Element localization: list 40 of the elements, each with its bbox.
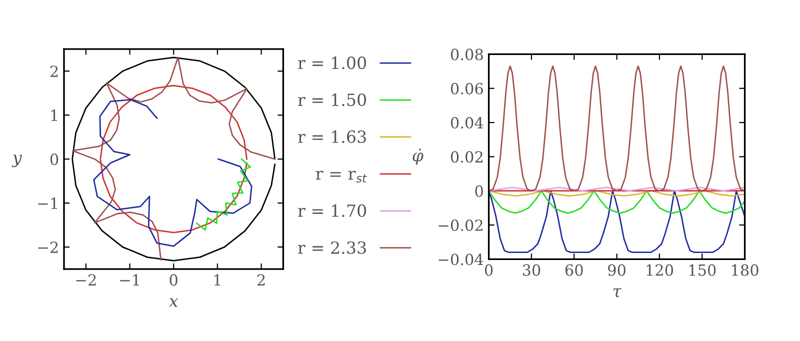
x-tick-label: 2 [257,274,265,286]
y-axis-title: φ̇ [412,148,424,165]
x-tick-label: 150 [689,264,716,276]
x-tick-label: 0 [484,264,493,276]
line-series [196,158,252,231]
y-tick-label: −1 [38,198,57,209]
x-tick-label: 1 [214,274,220,286]
line-series [488,190,745,214]
x-tick-label: 0 [170,274,178,286]
legend-label: r = 2.33 [298,241,366,254]
line-series [100,84,248,234]
x-tick-label: 30 [522,264,540,276]
y-tick-label: −0.04 [438,254,484,266]
x-tick-label: 180 [732,264,758,276]
y-axis-title: y [12,154,22,168]
legend-label: r = 1.63 [298,130,366,144]
y-tick-label: −0.02 [438,219,482,232]
x-axis-title: τ [613,288,622,298]
line-series [488,65,745,192]
legend-label: r = 1.50 [298,93,366,106]
x-axis-title: x [168,298,178,307]
x-tick-label: 60 [565,264,583,276]
x-tick-label: −1 [120,274,139,286]
y-tick-label: 0.04 [450,117,484,129]
y-tick-label: 1 [51,110,57,121]
legend-label: r = 1.70 [298,204,366,217]
line-series [488,190,745,254]
x-tick-label: 90 [608,264,626,276]
x-tick-label: 120 [646,264,674,276]
y-tick-label: −2 [38,242,58,253]
y-tick-label: 0.08 [450,48,483,60]
y-tick-label: 0.02 [450,151,482,163]
y-tick-label: 0 [50,154,58,166]
y-tick-label: 2 [50,66,58,77]
line-series [93,98,252,247]
x-tick-label: −2 [76,274,96,286]
legend-label: r = 1.00 [298,56,366,70]
y-tick-label: 0.06 [450,82,483,94]
legend-label: r = r$_{st}$ [316,170,367,183]
y-tick-label: 0 [475,185,483,197]
